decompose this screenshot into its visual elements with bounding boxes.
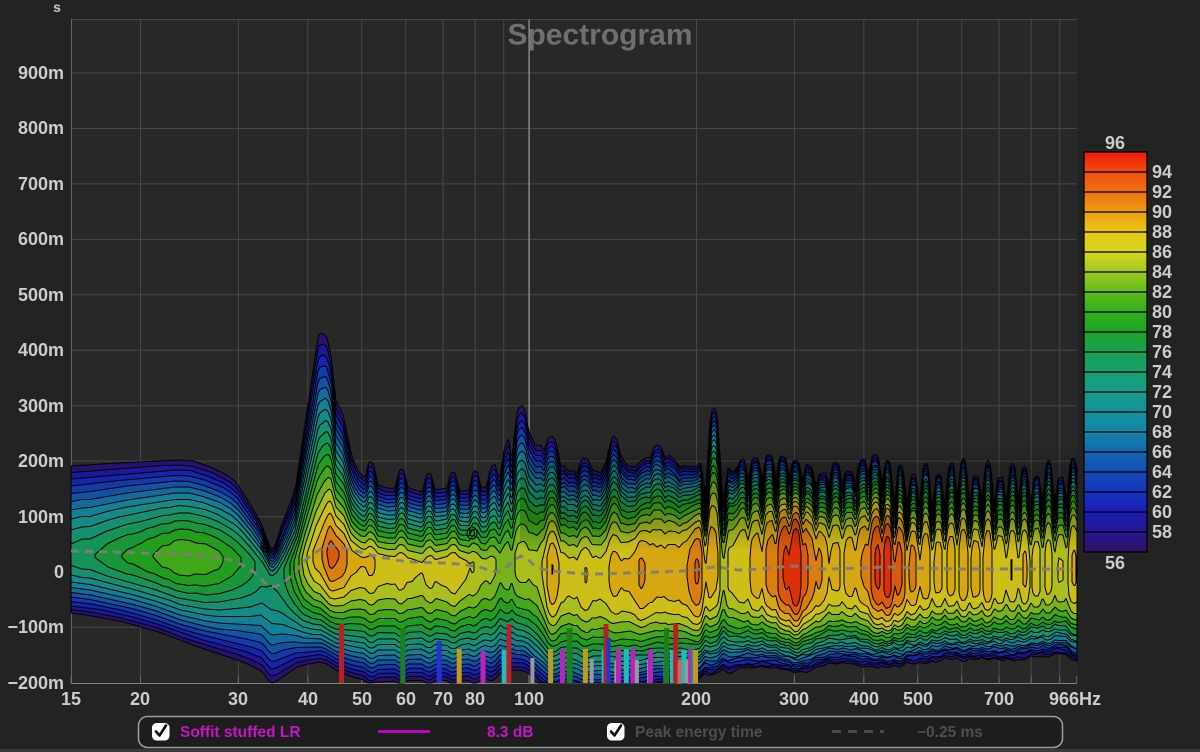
svg-text:400m: 400m [18, 340, 64, 360]
svg-text:62: 62 [1152, 482, 1172, 502]
svg-text:100: 100 [514, 689, 544, 709]
svg-text:68: 68 [1152, 422, 1172, 442]
svg-text:200m: 200m [18, 451, 64, 471]
svg-text:50: 50 [352, 689, 372, 709]
svg-text:72: 72 [1152, 382, 1172, 402]
svg-text:15: 15 [61, 689, 81, 709]
svg-text:Spectrogram: Spectrogram [507, 19, 692, 52]
svg-text:400: 400 [849, 689, 879, 709]
svg-text:800m: 800m [18, 118, 64, 138]
svg-text:88: 88 [1152, 222, 1172, 242]
svg-text:64: 64 [1152, 462, 1172, 482]
svg-text:30: 30 [228, 689, 248, 709]
svg-text:60: 60 [1152, 502, 1172, 522]
svg-text:−200m: −200m [7, 673, 64, 693]
svg-text:74: 74 [1152, 362, 1172, 382]
svg-text:86: 86 [1152, 242, 1172, 262]
svg-text:500m: 500m [18, 285, 64, 305]
svg-text:−100m: −100m [7, 617, 64, 637]
svg-text:84: 84 [1152, 262, 1172, 282]
svg-text:Soffit stuffed LR: Soffit stuffed LR [180, 724, 301, 741]
svg-text:300: 300 [779, 689, 809, 709]
svg-text:0: 0 [54, 562, 64, 582]
svg-text:700: 700 [984, 689, 1014, 709]
svg-text:60: 60 [396, 689, 416, 709]
svg-text:80: 80 [1152, 302, 1172, 322]
svg-text:20: 20 [130, 689, 150, 709]
svg-text:66: 66 [1152, 442, 1172, 462]
svg-text:700m: 700m [18, 174, 64, 194]
svg-text:94: 94 [1152, 162, 1172, 182]
svg-text:300m: 300m [18, 396, 64, 416]
svg-text:600m: 600m [18, 229, 64, 249]
svg-text:Peak energy time: Peak energy time [635, 724, 763, 741]
svg-text:78: 78 [1152, 322, 1172, 342]
svg-text:70: 70 [1152, 402, 1172, 422]
svg-text:100m: 100m [18, 507, 64, 527]
svg-text:96: 96 [1105, 133, 1125, 153]
svg-text:s: s [53, 0, 61, 15]
svg-text:92: 92 [1152, 182, 1172, 202]
svg-text:200: 200 [681, 689, 711, 709]
svg-text:82: 82 [1152, 282, 1172, 302]
svg-text:900m: 900m [18, 63, 64, 83]
svg-text:70: 70 [433, 689, 453, 709]
svg-text:−0.25 ms: −0.25 ms [917, 724, 983, 741]
svg-text:58: 58 [1152, 522, 1172, 542]
svg-text:966Hz: 966Hz [1049, 689, 1101, 709]
svg-text:500: 500 [903, 689, 933, 709]
svg-text:8.3 dB: 8.3 dB [487, 724, 534, 741]
svg-text:56: 56 [1105, 553, 1125, 573]
svg-text:76: 76 [1152, 342, 1172, 362]
svg-text:90: 90 [1152, 202, 1172, 222]
svg-text:40: 40 [298, 689, 318, 709]
svg-text:80: 80 [465, 689, 485, 709]
